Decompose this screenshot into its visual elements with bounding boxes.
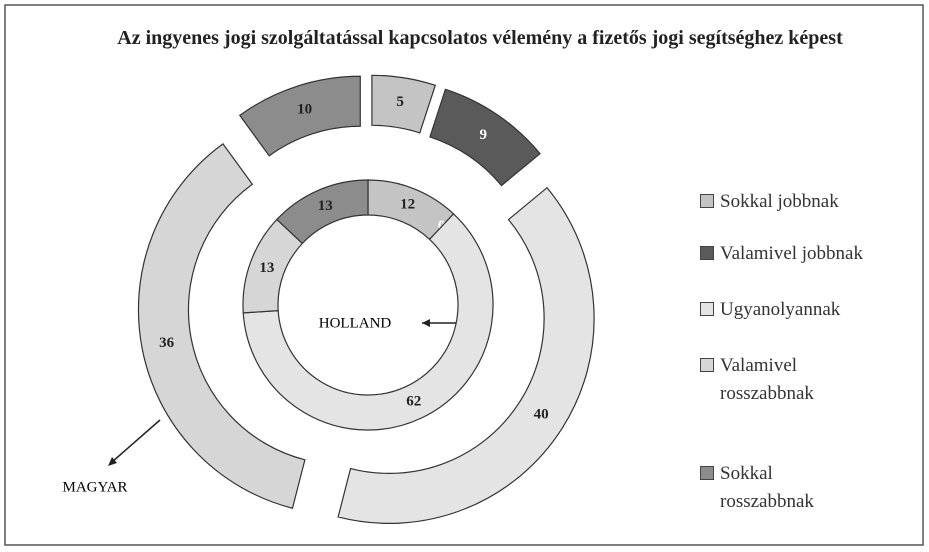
data-label: 12 (400, 196, 415, 212)
data-label: 36 (159, 335, 175, 351)
data-label: 9 (479, 127, 487, 143)
doughnut-segment (429, 88, 541, 187)
doughnut-segment (371, 74, 437, 134)
arrow (111, 419, 161, 463)
legend-swatch (700, 357, 714, 372)
data-label: 13 (259, 260, 274, 276)
doughnut-segment (242, 213, 494, 431)
series-label: HOLLAND (319, 315, 392, 331)
data-label: 40 (534, 406, 549, 422)
legend-item: Valamivel rosszabbnak (700, 352, 900, 408)
legend-item: Sokkal rosszabbnak (700, 460, 900, 516)
legend-item: Valamivel jobbnak (700, 240, 900, 268)
doughnut-segment (238, 75, 361, 157)
legend-swatch (700, 301, 714, 316)
legend-swatch (700, 465, 714, 480)
data-label: 10 (297, 101, 312, 117)
legend-item: Ugyanolyannak (700, 296, 900, 324)
data-label: 5 (396, 94, 404, 110)
legend-label: Sokkal rosszabbnak (720, 463, 814, 512)
data-label: 13 (318, 198, 333, 214)
legend-label: Valamivel jobbnak (720, 243, 863, 264)
arrow-head (108, 457, 117, 466)
legend-label: Ugyanolyannak (720, 299, 841, 320)
arrow-head (422, 319, 430, 327)
series-label: MAGYAR (62, 479, 127, 495)
frame (4, 4, 924, 546)
doughnut-segment (276, 179, 369, 245)
legend-swatch (700, 193, 714, 208)
doughnut-segment (137, 143, 306, 509)
legend-item: Sokkal jobbnak (700, 188, 900, 216)
data-label: 62 (406, 394, 421, 410)
legend-label: Valamivel rosszabbnak (720, 355, 814, 404)
legend-swatch (700, 245, 714, 260)
legend-label: Sokkal jobbnak (720, 191, 839, 212)
chart-title: Az ingyenes jogi szolgáltatással kapcsol… (117, 27, 843, 49)
doughnut-segment (337, 186, 595, 524)
